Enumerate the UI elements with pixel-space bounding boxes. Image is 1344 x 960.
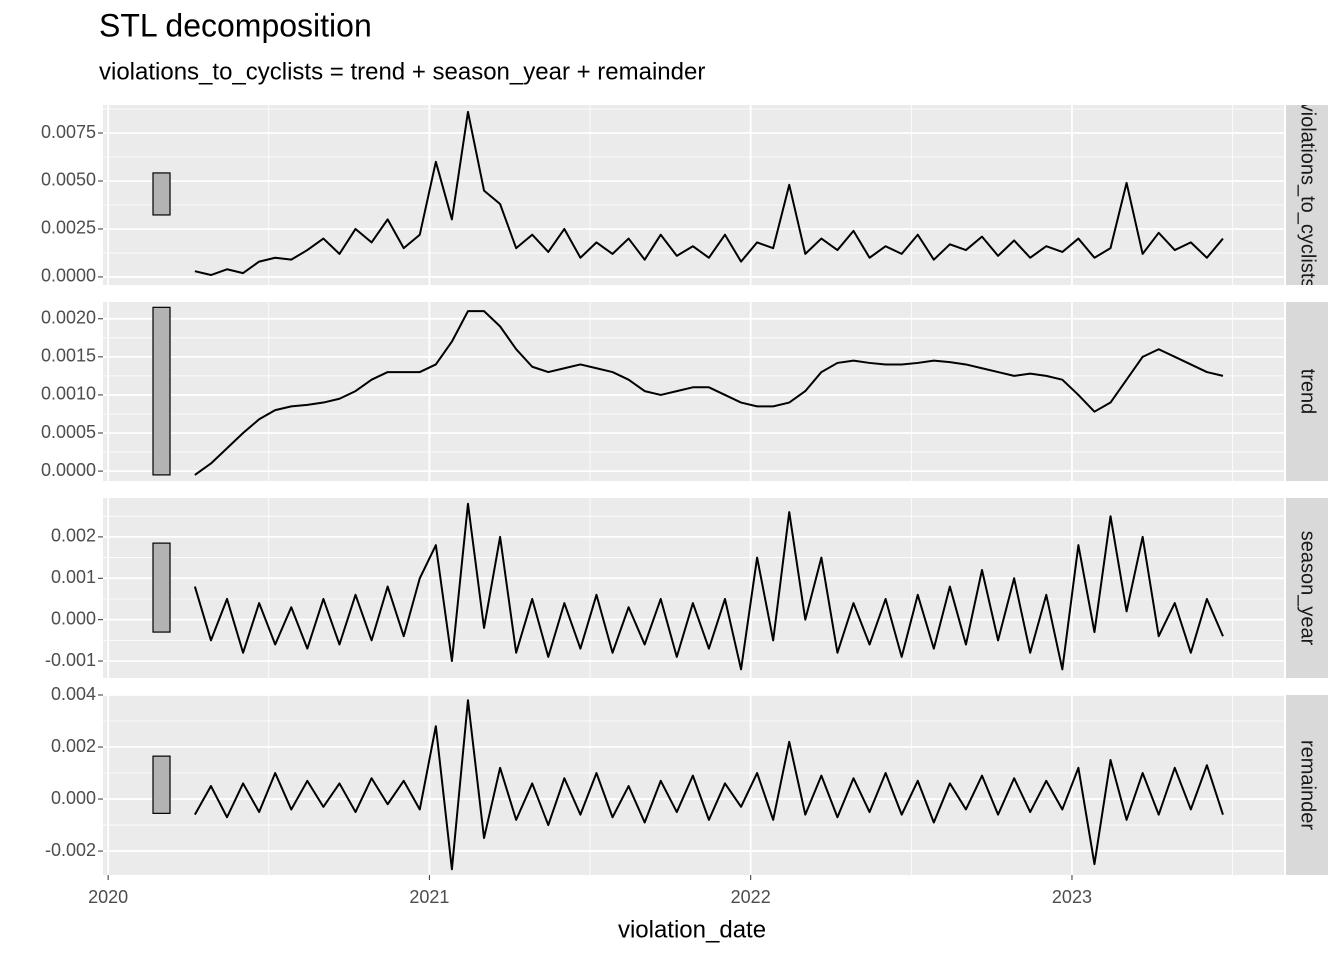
- y-tick-label: 0.0000: [41, 266, 96, 286]
- strip-group: trend: [1297, 369, 1319, 415]
- panel-background: [103, 498, 1284, 678]
- strip-group: remainder: [1297, 740, 1319, 830]
- strip-background: [1286, 695, 1328, 875]
- chart-subtitle: violations_to_cyclists = trend + season_…: [99, 58, 705, 85]
- y-tick-label: 0.0015: [41, 346, 96, 366]
- scale-bar: [152, 542, 171, 633]
- scale-bar: [152, 306, 171, 476]
- y-tick-label: 0.0025: [41, 218, 96, 238]
- strip-group: violations_to_cyclists: [1297, 102, 1319, 289]
- y-tick-label: -0.001: [45, 650, 96, 670]
- strip-group: season_year: [1297, 531, 1319, 646]
- panel-background: [103, 695, 1284, 875]
- y-tick-label: 0.0020: [41, 308, 96, 328]
- strip-background: [1286, 105, 1328, 285]
- strip-background: [1286, 302, 1328, 481]
- strip-label: season_year: [1297, 531, 1319, 646]
- x-tick-label: 2020: [88, 887, 128, 907]
- y-tick-label: -0.002: [45, 840, 96, 860]
- y-tick-label: 0.0005: [41, 422, 96, 442]
- series-line: [194, 699, 1224, 871]
- y-tick-label: 0.002: [51, 526, 96, 546]
- x-tick-label: 2021: [409, 887, 449, 907]
- strip-label: trend: [1297, 369, 1319, 415]
- y-tick-label: 0.001: [51, 567, 96, 587]
- strip-label: remainder: [1297, 740, 1319, 830]
- x-tick-label: 2023: [1052, 887, 1092, 907]
- x-axis-label: violation_date: [618, 916, 766, 943]
- chart-title: STL decomposition: [99, 7, 372, 43]
- strip-background: [1286, 498, 1328, 678]
- y-tick-label: 0.000: [51, 608, 96, 628]
- y-tick-label: 0.0000: [41, 460, 96, 480]
- y-tick-label: 0.0075: [41, 122, 96, 142]
- y-tick-label: 0.004: [51, 684, 96, 704]
- x-tick-label: 2022: [731, 887, 771, 907]
- panel-background: [103, 302, 1284, 481]
- series-line: [193, 502, 1224, 671]
- y-tick-label: 0.000: [51, 788, 96, 808]
- y-tick-label: 0.0050: [41, 170, 96, 190]
- series-line: [194, 310, 1224, 476]
- scale-bar: [152, 172, 171, 216]
- y-tick-label: 0.002: [51, 736, 96, 756]
- y-tick-label: 0.0010: [41, 384, 96, 404]
- series-line: [194, 110, 1224, 277]
- strip-label: violations_to_cyclists: [1297, 102, 1319, 289]
- scale-bar: [152, 755, 171, 814]
